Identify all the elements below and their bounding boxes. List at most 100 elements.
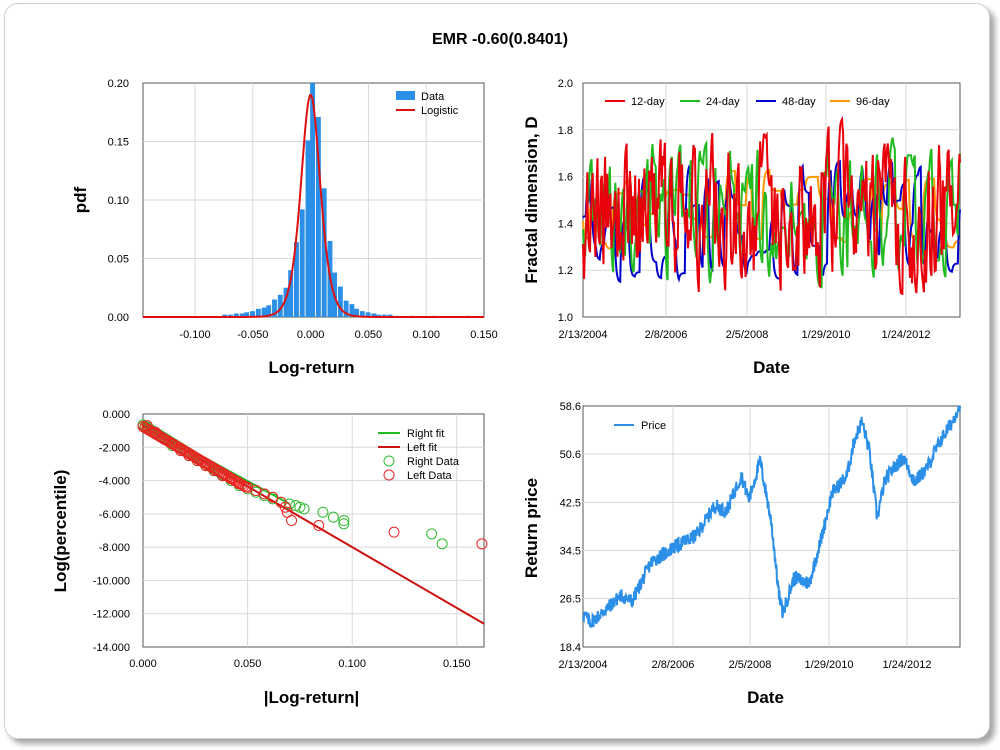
y-tick-label: 50.6	[560, 449, 581, 461]
y-tick-label: 26.5	[560, 593, 581, 605]
y-tick-label: 2.0	[558, 78, 573, 90]
histogram-bar	[277, 294, 283, 317]
x-axis-label: Date	[753, 358, 790, 377]
y-tick-label: 1.2	[558, 265, 573, 277]
right-data-point	[283, 498, 295, 510]
histogram-bar	[239, 313, 245, 317]
histogram-bar	[321, 188, 327, 317]
y-tick-label: 34.5	[560, 545, 581, 557]
histogram-bar	[255, 308, 261, 317]
y-tick-label: 18.4	[560, 642, 581, 654]
y-axis-label: Fractal dimension, D	[522, 116, 541, 283]
histogram-bar	[222, 314, 228, 317]
histogram-bar	[381, 314, 387, 317]
right-data-point	[436, 538, 448, 550]
y-tick-label: 58.6	[560, 401, 581, 413]
x-tick-label: -0.050	[237, 329, 268, 341]
x-tick-label: 2/5/2008	[726, 329, 769, 341]
legend-label-right-data: Right Data	[407, 456, 460, 468]
x-axis-label: Log-return	[269, 358, 355, 377]
x-tick-label: 0.100	[412, 329, 440, 341]
y-tick-label: -12.000	[93, 609, 130, 621]
x-axis-label: Date	[747, 688, 784, 707]
right-data-point	[338, 518, 350, 530]
legend-label-fit: Logistic	[421, 105, 459, 117]
y-tick-label: 0.15	[108, 137, 129, 149]
y-axis-label: Return price	[522, 478, 541, 578]
y-tick-label: 0.10	[108, 195, 129, 207]
histogram-bar	[343, 300, 349, 317]
legend-label-24-day: 24-day	[706, 96, 740, 108]
histogram-bar	[299, 209, 305, 317]
y-tick-label: 0.00	[108, 312, 129, 324]
histogram-bar	[272, 299, 277, 317]
histogram-bar	[233, 313, 239, 317]
histogram-bar	[283, 287, 289, 317]
price-line	[582, 405, 961, 628]
histogram-bar	[305, 140, 311, 317]
y-tick-label: 1.8	[558, 125, 573, 137]
y-tick-label: 1.0	[558, 312, 573, 324]
legend-label-right-fit: Right fit	[407, 428, 444, 440]
legend-label-left-fit: Left fit	[407, 442, 437, 454]
legend-label-data: Data	[421, 91, 445, 103]
legend-swatch-right-data	[383, 455, 395, 467]
histogram-bar	[387, 314, 393, 317]
left-data-point	[240, 481, 252, 493]
right-data-point	[338, 515, 350, 527]
left-data-point	[476, 538, 488, 550]
x-tick-label: 2/13/2004	[559, 329, 608, 341]
x-tick-label: 0.150	[470, 329, 498, 341]
x-tick-label: 1/24/2012	[883, 659, 932, 671]
x-tick-label: 1/24/2012	[882, 329, 931, 341]
histogram-bar	[359, 311, 365, 317]
x-tick-label: 0.100	[338, 658, 366, 670]
right-data-point	[298, 503, 310, 515]
y-tick-label: 42.5	[560, 498, 581, 510]
histogram-bar	[354, 308, 359, 317]
right-data-point	[426, 528, 438, 540]
histogram-bar	[376, 314, 381, 317]
x-tick-label: 2/5/2008	[729, 659, 772, 671]
price-chart: 2/13/2004 2/8/2006 2/5/2008 1/29/2010 1/24/2…	[522, 401, 961, 707]
logistic-fit-line	[143, 94, 484, 318]
legend-swatch-data	[396, 91, 415, 100]
right-data-point	[317, 506, 329, 518]
right-data-point	[327, 511, 339, 523]
legend-label-price: Price	[641, 420, 666, 432]
histogram-bar	[288, 270, 294, 317]
histogram-bar	[365, 312, 371, 317]
histogram-bar	[261, 307, 267, 317]
x-tick-label: 0.050	[355, 329, 383, 341]
left-data-point	[388, 526, 400, 538]
histogram-bar	[315, 116, 321, 318]
histogram-bar	[266, 305, 272, 317]
x-axis-label: |Log-return|	[264, 688, 359, 707]
y-tick-label: -10.000	[93, 575, 130, 587]
x-tick-label: 2/13/2004	[559, 659, 608, 671]
left-data-point	[279, 501, 291, 513]
y-tick-label: -8.000	[99, 542, 130, 554]
histogram-bar	[250, 311, 255, 317]
y-tick-label: -14.000	[93, 642, 130, 654]
histogram-bar	[293, 242, 299, 317]
x-tick-label: 0.150	[443, 658, 471, 670]
histogram-chart: -0.100 -0.050 0.000 0.050 0.100 0.150 0.00 0.05…	[71, 78, 498, 377]
x-tick-label: 0.050	[234, 658, 262, 670]
legend-label-48-day: 48-day	[782, 96, 816, 108]
log-percentile-chart: 0.000 0.050 0.100 0.150 0.000 -2.000 -4.000 -6.…	[51, 409, 488, 707]
y-tick-label: -2.000	[99, 442, 130, 454]
series-line-12-day	[582, 115, 961, 296]
left-data-point	[313, 520, 325, 532]
left-data-point	[267, 491, 279, 503]
y-tick-label: 0.05	[108, 254, 129, 266]
x-tick-label: 1/29/2010	[805, 659, 854, 671]
y-tick-label: -6.000	[99, 509, 130, 521]
legend-label-12-day: 12-day	[631, 96, 665, 108]
x-tick-label: 0.000	[129, 658, 157, 670]
legend-swatch-left-data	[383, 469, 395, 481]
page-title: EMR -0.60(0.8401)	[431, 31, 569, 48]
histogram-bar	[337, 286, 343, 317]
legend-label-left-data: Left Data	[407, 470, 453, 482]
